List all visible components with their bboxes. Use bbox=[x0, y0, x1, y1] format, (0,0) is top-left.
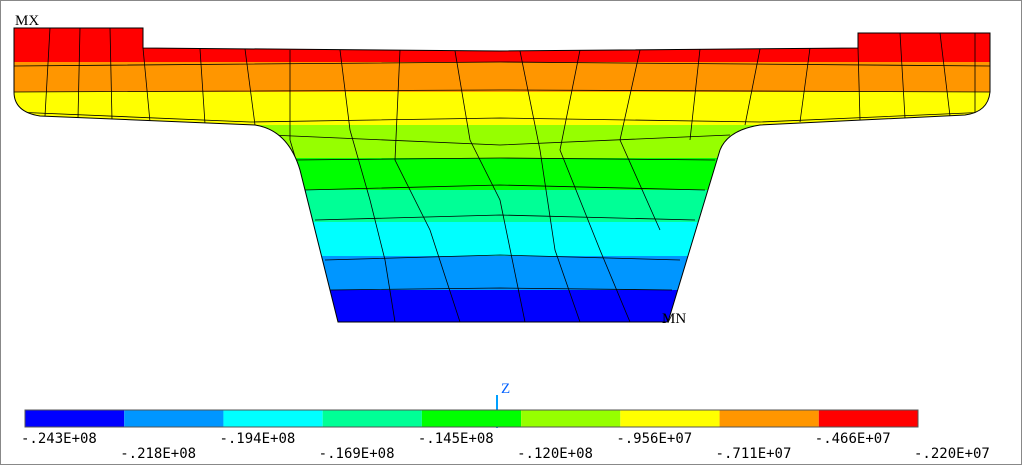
max-marker: MX bbox=[15, 13, 39, 29]
legend-label: -.243E+08 bbox=[21, 431, 97, 447]
axis-label: Z bbox=[501, 381, 510, 397]
legend-label: -.711E+07 bbox=[716, 446, 792, 462]
legend-swatch bbox=[223, 410, 323, 427]
legend-label: -.218E+08 bbox=[120, 446, 196, 462]
contour-band bbox=[14, 62, 990, 92]
legend-label: -.466E+07 bbox=[815, 431, 891, 447]
mesh bbox=[14, 28, 990, 322]
legend-swatch bbox=[124, 410, 224, 427]
legend-label: -.194E+08 bbox=[219, 431, 295, 447]
legend-swatch bbox=[719, 410, 819, 427]
legend-label: -.145E+08 bbox=[418, 431, 494, 447]
legend-label: -.220E+07 bbox=[914, 446, 990, 462]
legend-label: -.169E+08 bbox=[319, 446, 395, 462]
legend-label: -.120E+08 bbox=[517, 446, 593, 462]
min-marker: MN bbox=[662, 311, 686, 327]
legend: -.243E+08 -.218E+08 -.194E+08 -.169E+08 -.14… bbox=[21, 409, 990, 462]
outline bbox=[13, 27, 991, 323]
contour-band bbox=[14, 92, 990, 125]
legend-swatch bbox=[620, 410, 720, 427]
legend-border bbox=[24, 409, 919, 428]
legend-swatch bbox=[25, 410, 125, 427]
legend-swatch bbox=[521, 410, 621, 427]
legend-swatch bbox=[421, 410, 522, 427]
legend-swatch bbox=[322, 410, 422, 427]
legend-swatch bbox=[818, 410, 918, 427]
legend-label: -.956E+07 bbox=[616, 431, 692, 447]
